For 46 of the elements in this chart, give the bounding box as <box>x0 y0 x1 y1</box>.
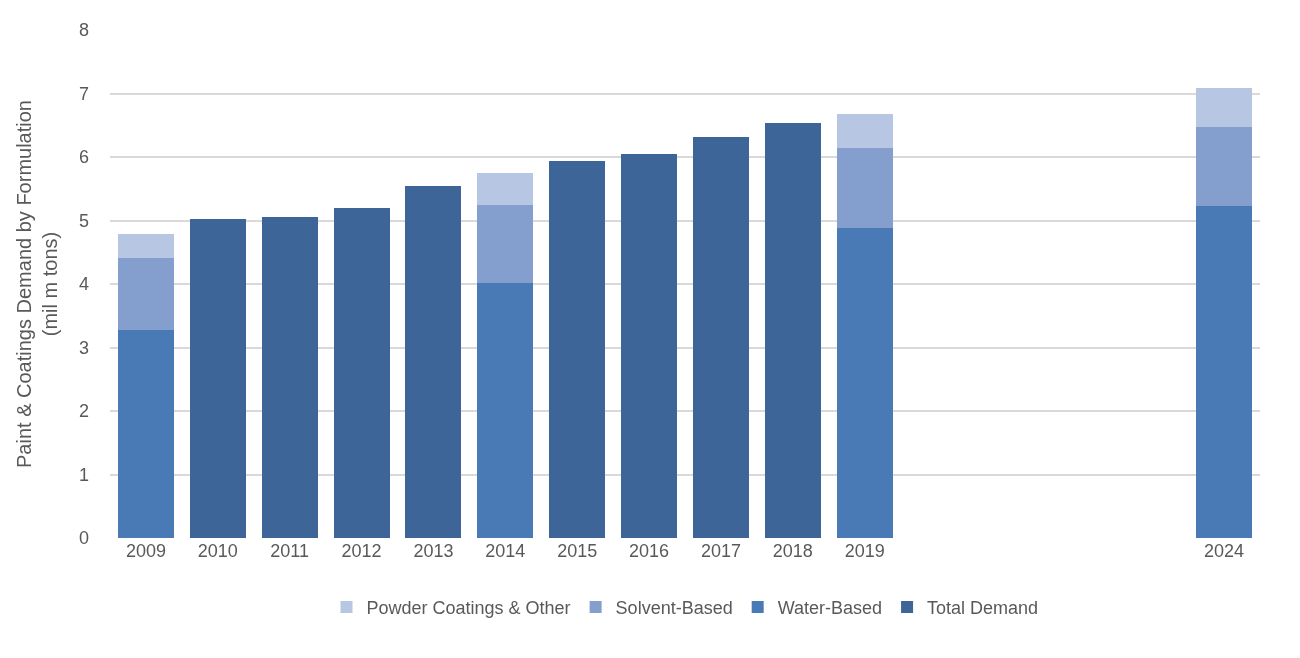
x-tick-label: 2018 <box>772 541 813 561</box>
bar <box>117 257 174 331</box>
y-tick-label: 7 <box>78 83 89 104</box>
legend-label: Water-Based <box>777 598 883 619</box>
bar <box>117 234 174 258</box>
y-tick-label: 6 <box>78 147 89 168</box>
y-tick-label: 5 <box>78 210 89 231</box>
bar <box>405 186 462 538</box>
bar <box>477 172 534 205</box>
y-axis-title: Paint & Coatings Demand by Formulation (mil m tons) <box>13 100 62 468</box>
y-tick-label: 0 <box>78 528 89 549</box>
bar <box>836 148 893 229</box>
x-tick-label: 2009 <box>125 541 166 561</box>
legend-label: Total Demand <box>927 598 1039 619</box>
bar <box>477 283 534 538</box>
x-tick-label: 2017 <box>700 541 741 561</box>
x-tick-label: 2019 <box>844 541 885 561</box>
x-tick-label: 2013 <box>413 541 454 561</box>
x-tick-label: 2011 <box>270 541 310 561</box>
bar <box>261 216 318 538</box>
legend-label: Powder Coatings & Other <box>366 598 571 619</box>
y-tick-label: 2 <box>78 401 89 422</box>
y-tick-label: 1 <box>78 464 89 485</box>
bar <box>477 204 534 284</box>
bar <box>621 153 678 538</box>
x-tick-label: 2012 <box>341 541 382 561</box>
x-tick-label: 2010 <box>197 541 238 561</box>
bar <box>836 228 893 538</box>
bar <box>117 330 174 538</box>
bar <box>189 219 246 538</box>
y-tick-label: 4 <box>78 274 89 295</box>
bar <box>333 207 390 538</box>
bar <box>764 122 821 538</box>
bar <box>692 137 749 538</box>
x-tick-label: 2016 <box>629 541 670 561</box>
bar <box>836 113 893 149</box>
bar <box>549 161 606 538</box>
bar <box>1196 205 1253 538</box>
x-tick-label: 2015 <box>557 541 598 561</box>
legend-label: Solvent-Based <box>615 598 733 619</box>
x-tick-label: 2024 <box>1204 541 1245 561</box>
y-tick-label: 8 <box>78 20 89 41</box>
x-tick-label: 2014 <box>485 541 526 561</box>
bar <box>1196 127 1253 206</box>
y-tick-label: 3 <box>78 337 89 358</box>
bar <box>1196 87 1253 128</box>
